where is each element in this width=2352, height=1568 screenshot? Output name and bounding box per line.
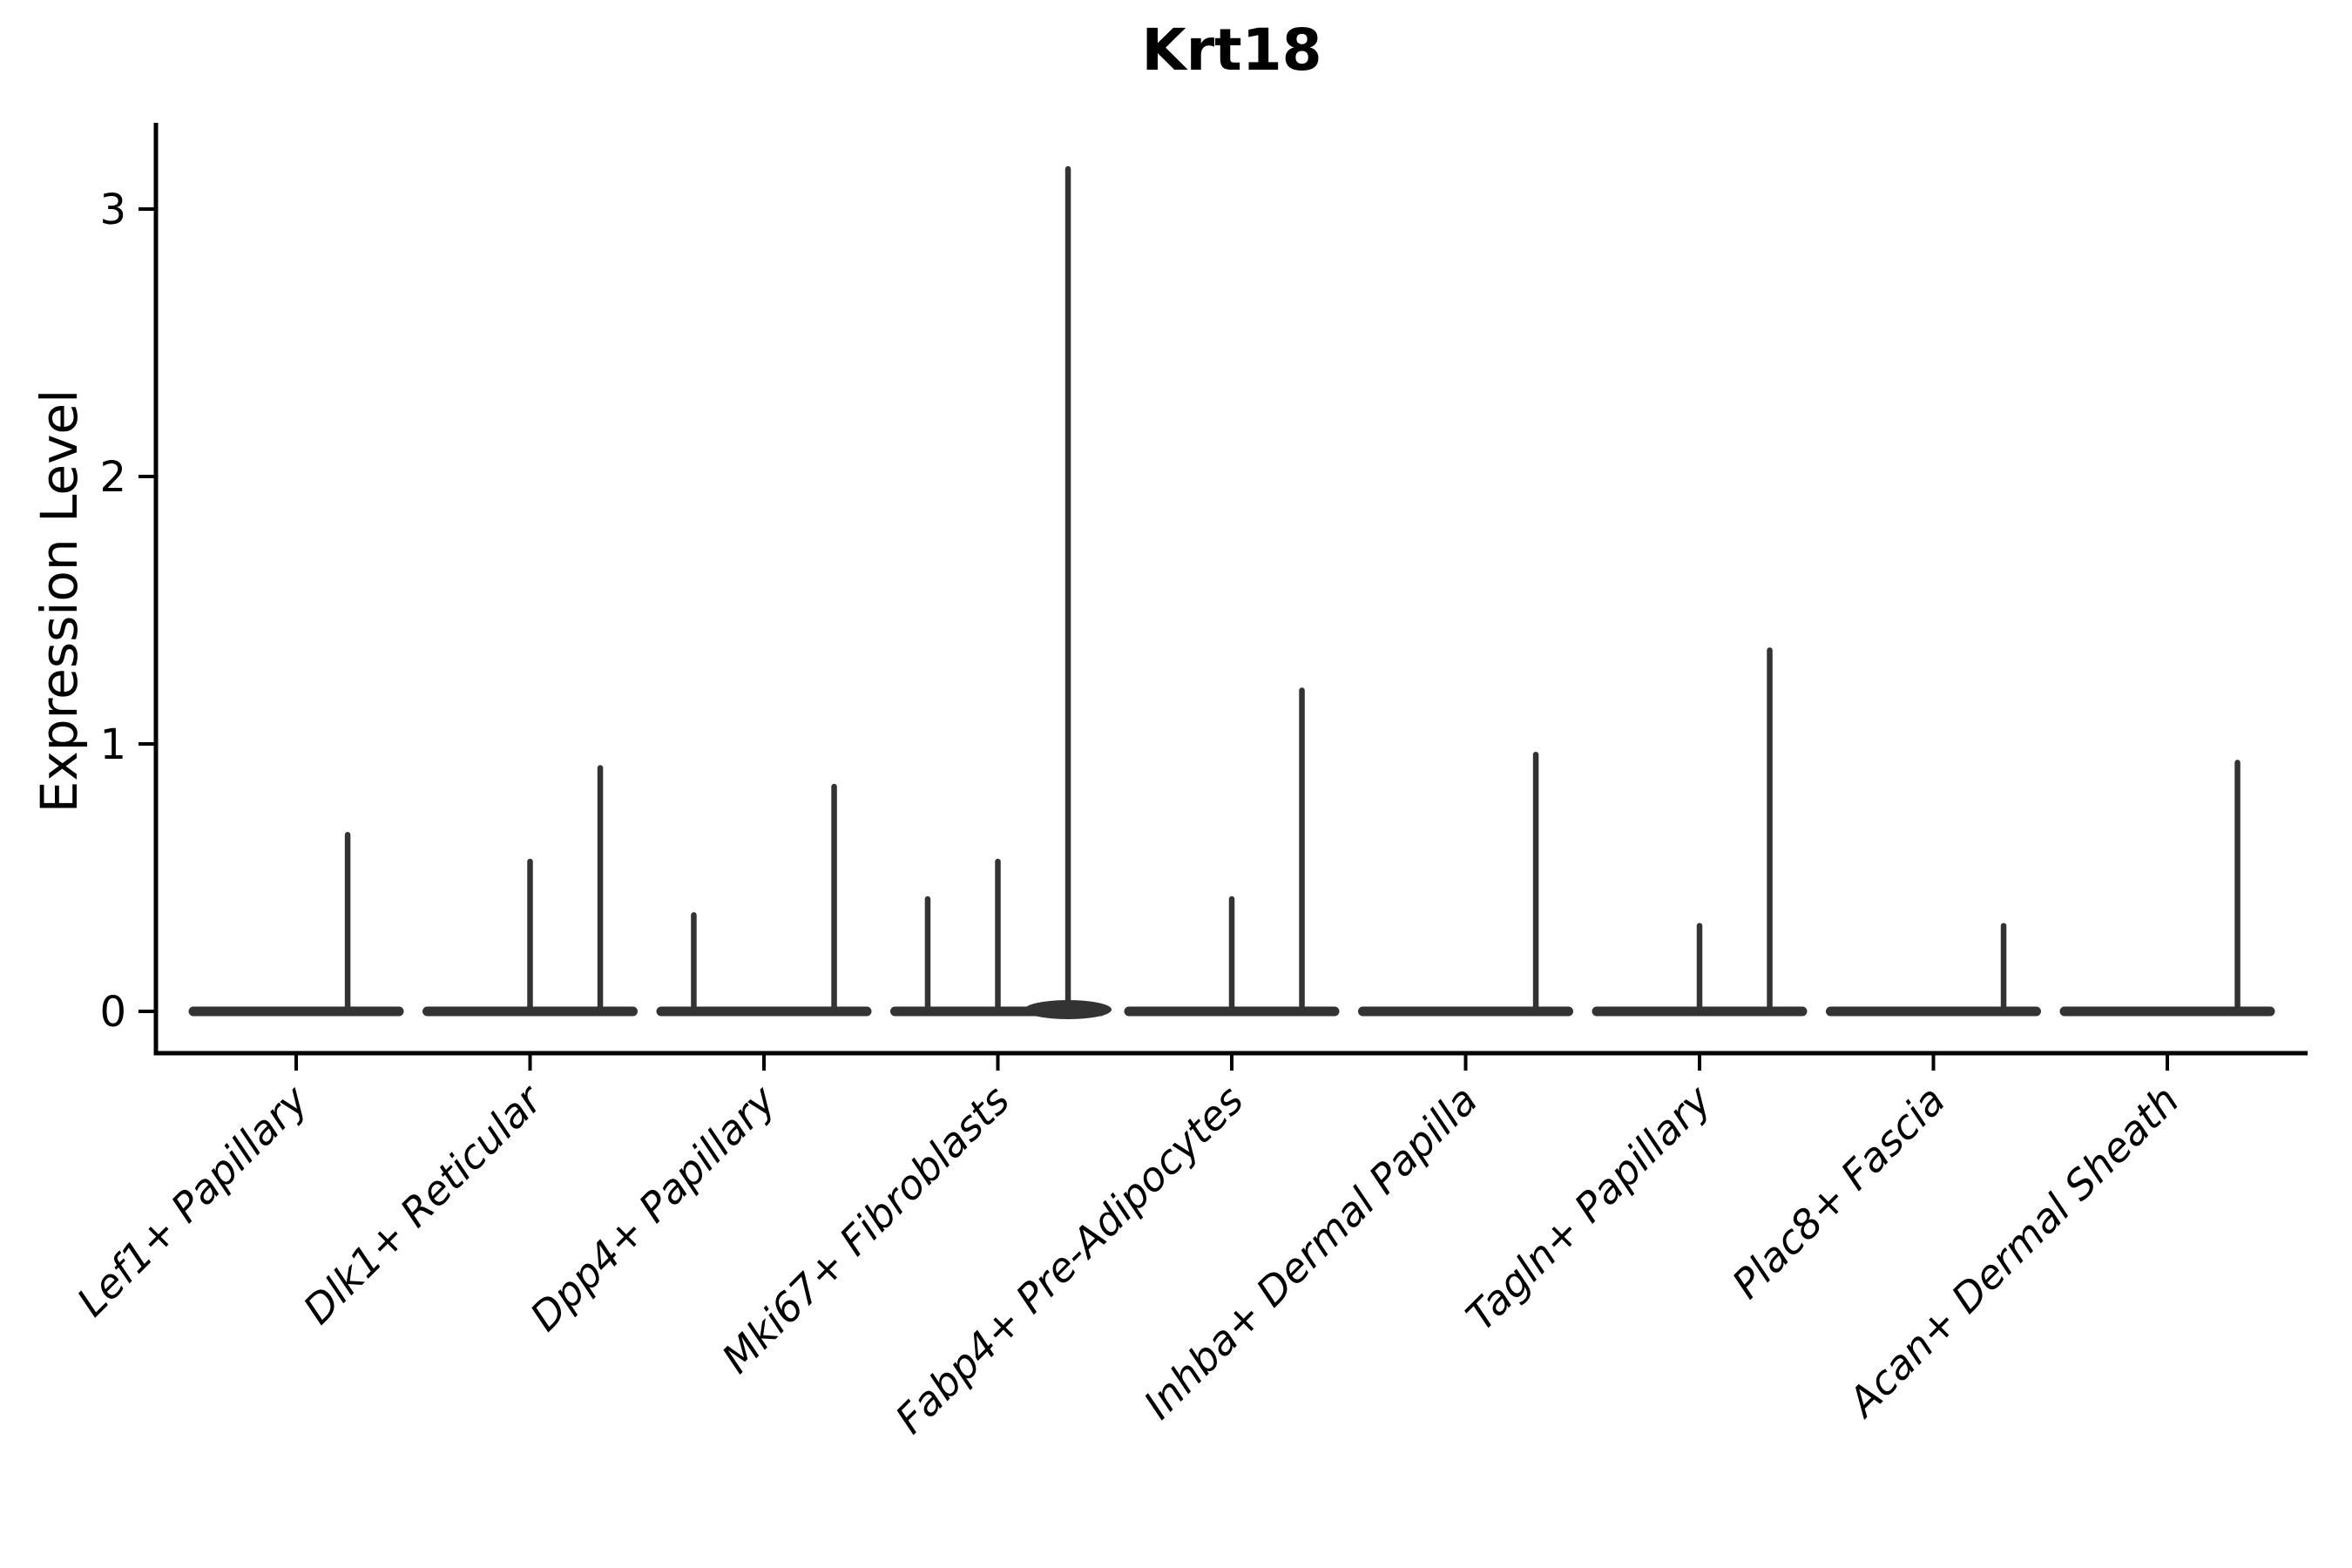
y-tick-label: 3 <box>99 186 126 234</box>
x-tick-label: Tagln+ Papillary <box>1456 1076 1720 1340</box>
y-tick-label: 2 <box>99 453 126 502</box>
y-tick-label: 0 <box>99 988 126 1037</box>
y-axis-label: Expression Level <box>30 389 89 813</box>
y-tick-label: 1 <box>99 720 126 769</box>
x-tick-label: Dpp4+ Papillary <box>521 1076 785 1340</box>
x-tick-label: Dlk1+ Reticular <box>294 1074 553 1333</box>
x-tick-label: Plac8+ Fascia <box>1723 1077 1954 1308</box>
chart-title: Krt18 <box>1141 17 1321 84</box>
x-tick-label: Lef1+ Papillary <box>68 1076 317 1325</box>
